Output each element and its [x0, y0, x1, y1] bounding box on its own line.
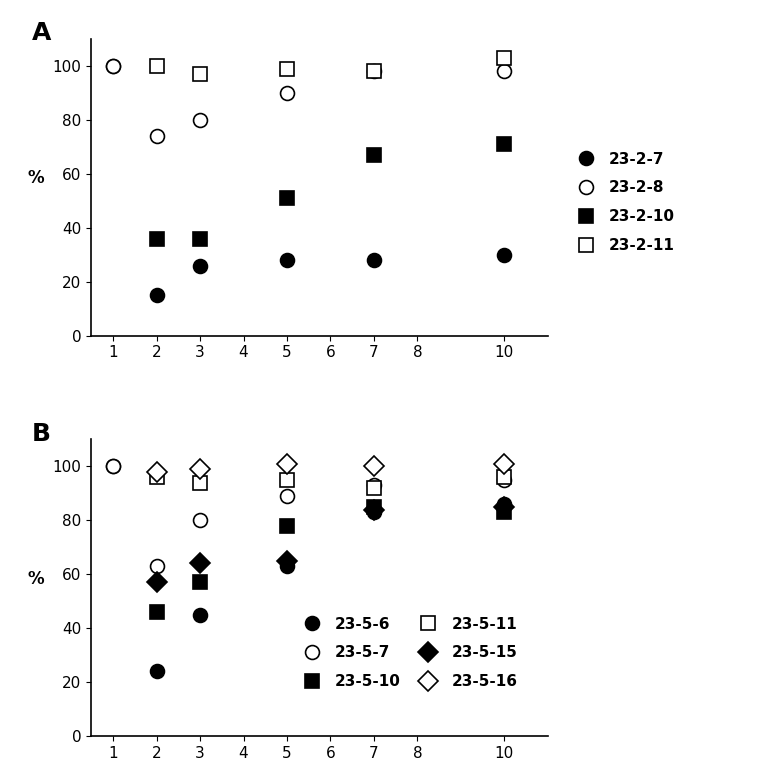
23-5-7 [152, 561, 161, 571]
23-5-11 [369, 483, 378, 493]
23-5-7 [500, 475, 509, 485]
23-2-11 [152, 61, 161, 70]
23-2-8 [500, 67, 509, 76]
23-5-7 [109, 462, 118, 471]
23-2-7 [152, 290, 161, 300]
23-5-15 [282, 556, 291, 565]
23-2-10 [369, 150, 378, 160]
23-2-10 [152, 234, 161, 244]
23-5-15 [152, 578, 161, 587]
23-5-6 [196, 610, 205, 619]
Line: 23-5-16: 23-5-16 [150, 456, 511, 478]
Line: 23-5-6: 23-5-6 [106, 460, 511, 678]
23-5-11 [152, 472, 161, 482]
23-5-10 [196, 578, 205, 587]
23-5-16 [282, 459, 291, 468]
23-5-11 [282, 475, 291, 485]
23-2-10 [282, 193, 291, 203]
23-5-6 [152, 666, 161, 676]
23-2-8 [109, 61, 118, 70]
Line: 23-2-7: 23-2-7 [106, 60, 511, 302]
23-5-11 [196, 478, 205, 487]
Line: 23-5-11: 23-5-11 [150, 471, 511, 495]
Text: B: B [32, 422, 51, 446]
23-5-6 [500, 500, 509, 509]
23-5-16 [500, 459, 509, 468]
Y-axis label: %: % [27, 570, 44, 588]
23-2-8 [196, 115, 205, 124]
Line: 23-5-10: 23-5-10 [150, 500, 511, 619]
Y-axis label: %: % [27, 169, 44, 187]
23-5-16 [369, 462, 378, 471]
Text: A: A [32, 21, 51, 45]
23-5-6 [282, 561, 291, 571]
23-2-8 [282, 88, 291, 98]
23-5-16 [196, 464, 205, 474]
23-5-6 [109, 462, 118, 471]
23-5-10 [282, 521, 291, 530]
23-2-7 [282, 255, 291, 265]
23-2-8 [152, 132, 161, 141]
23-2-7 [369, 255, 378, 265]
23-2-7 [109, 61, 118, 70]
23-2-7 [196, 261, 205, 270]
23-2-10 [196, 234, 205, 244]
23-2-11 [369, 67, 378, 76]
23-2-8 [369, 67, 378, 76]
23-5-10 [369, 502, 378, 511]
23-5-6 [369, 507, 378, 517]
Legend: 23-2-7, 23-2-8, 23-2-10, 23-2-11: 23-2-7, 23-2-8, 23-2-10, 23-2-11 [565, 146, 681, 259]
23-5-7 [282, 492, 291, 501]
Line: 23-5-15: 23-5-15 [150, 500, 511, 590]
23-5-10 [500, 507, 509, 517]
Line: 23-5-7: 23-5-7 [106, 460, 511, 573]
23-5-10 [152, 608, 161, 617]
23-2-10 [500, 139, 509, 149]
23-5-7 [369, 481, 378, 490]
Line: 23-2-10: 23-2-10 [150, 137, 511, 246]
23-2-11 [282, 64, 291, 74]
23-5-7 [196, 516, 205, 525]
23-5-11 [500, 472, 509, 482]
23-5-15 [500, 502, 509, 511]
Line: 23-2-11: 23-2-11 [150, 51, 511, 81]
23-2-11 [500, 53, 509, 63]
23-5-16 [152, 467, 161, 477]
23-5-15 [369, 505, 378, 514]
23-2-7 [500, 250, 509, 259]
23-5-15 [196, 559, 205, 568]
23-2-11 [196, 70, 205, 79]
Line: 23-2-8: 23-2-8 [106, 60, 511, 143]
Legend: 23-5-6, 23-5-7, 23-5-10, 23-5-11, 23-5-15, 23-5-16: 23-5-6, 23-5-7, 23-5-10, 23-5-11, 23-5-1… [291, 611, 524, 695]
